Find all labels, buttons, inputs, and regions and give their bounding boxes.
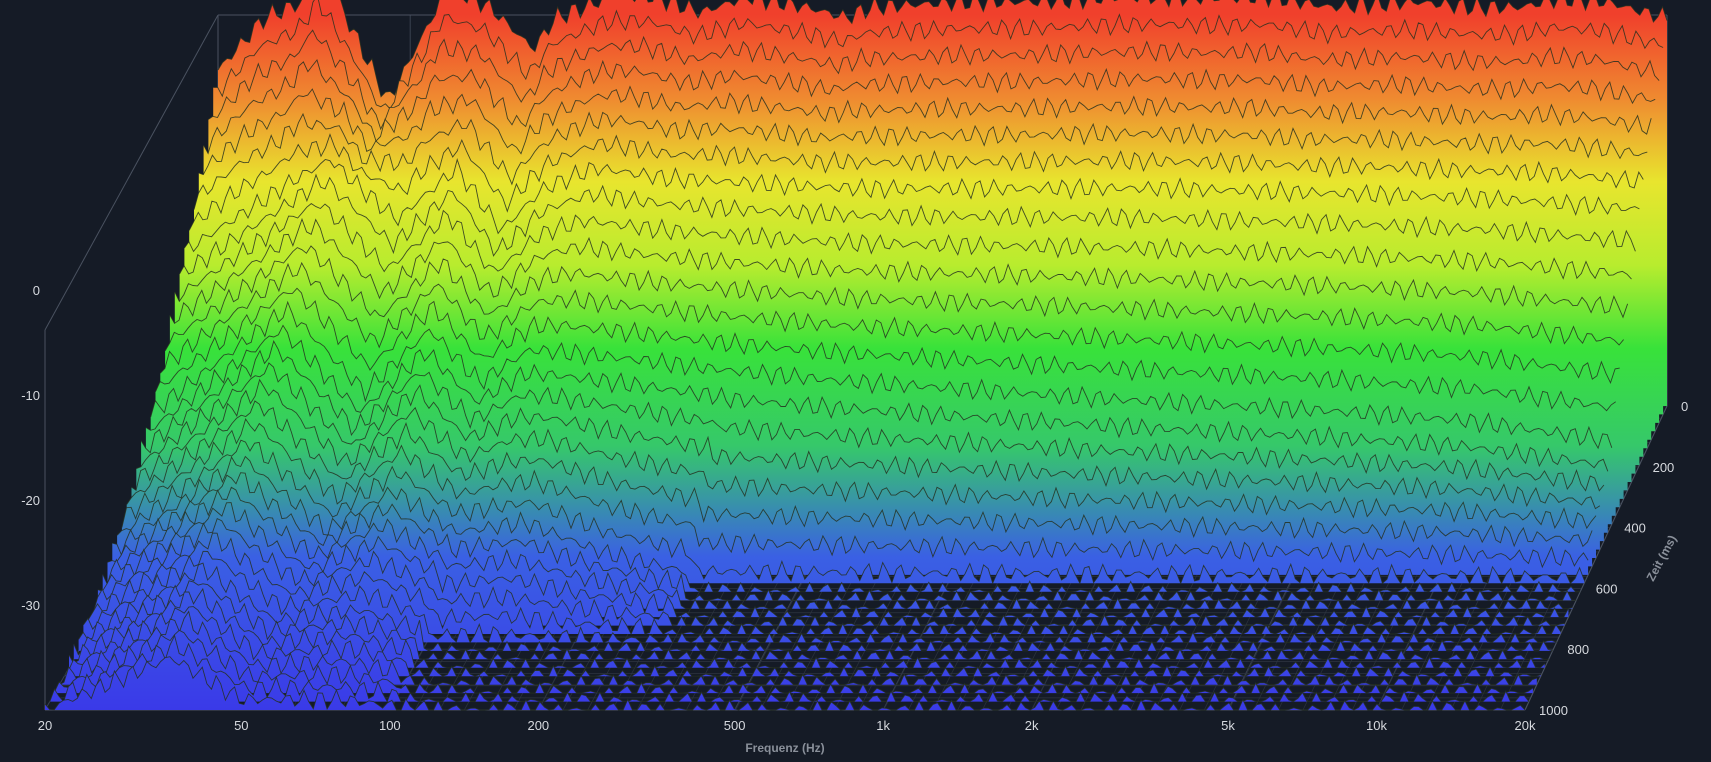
waterfall-slice-line <box>179 173 1636 275</box>
waterfall-slice-line <box>208 29 1660 131</box>
waterfall-slice-line <box>116 439 1585 585</box>
x-tick-label: 10k <box>1366 718 1387 733</box>
waterfall-slice-line <box>73 580 1549 660</box>
waterfall-slice-line <box>59 610 1537 686</box>
z-tick-label: 800 <box>1567 642 1589 657</box>
z-tick-label: 1000 <box>1539 703 1568 718</box>
waterfall-slice <box>102 487 1573 609</box>
z-tick-label: 600 <box>1596 581 1618 596</box>
waterfall-slice-line <box>203 59 1656 155</box>
x-tick-label: 100 <box>379 718 401 733</box>
x-tick-label: 1k <box>876 718 890 733</box>
waterfall-slice-line <box>164 245 1624 352</box>
waterfall-slice-line <box>102 486 1573 610</box>
waterfall-slice-line <box>83 550 1557 644</box>
x-tick-label: 2k <box>1025 718 1039 733</box>
waterfall-slice <box>45 656 1525 710</box>
waterfall-slice-line <box>184 158 1640 253</box>
waterfall-slice-line <box>155 287 1616 412</box>
waterfall-slice-line <box>145 324 1609 472</box>
waterfall-surface <box>44 0 1668 711</box>
waterfall-slice-line <box>87 532 1561 636</box>
z-tick-label: 200 <box>1653 460 1675 475</box>
x-tick-label: 200 <box>527 718 549 733</box>
waterfall-slice-line <box>213 0 1664 110</box>
y-tick-label: -10 <box>21 388 40 403</box>
z-axis-title: Zeit (ms) <box>1644 533 1680 584</box>
waterfall-slice-line <box>198 85 1652 176</box>
x-axis-title: Frequenz (Hz) <box>745 741 824 755</box>
waterfall-slice-line <box>112 455 1581 593</box>
waterfall-slice-line <box>78 562 1553 652</box>
waterfall-slice-line <box>188 133 1644 231</box>
waterfall-slice-line <box>44 656 1526 711</box>
waterfall-slice-line <box>49 634 1530 703</box>
waterfall-slice-line <box>126 400 1593 548</box>
x-tick-label: 500 <box>724 718 746 733</box>
waterfall-slice-line <box>54 629 1534 694</box>
waterfall-slice-line <box>107 472 1577 601</box>
waterfall-slice-line <box>174 203 1632 303</box>
waterfall-slice-line <box>217 0 1668 98</box>
waterfall-slice-line <box>169 217 1629 325</box>
waterfall-slice-line <box>68 587 1545 669</box>
x-tick-label: 50 <box>234 718 248 733</box>
y-tick-label: 0 <box>33 283 40 298</box>
waterfall-slice <box>97 502 1569 618</box>
waterfall-slice-line <box>121 417 1589 569</box>
waterfall-slice <box>93 518 1565 626</box>
waterfall-slice-line <box>150 300 1613 450</box>
waterfall-slice-line <box>193 111 1648 210</box>
waterfall-slice-line <box>159 261 1620 385</box>
x-tick-label: 20k <box>1515 718 1536 733</box>
y-tick-label: -20 <box>21 493 40 508</box>
waterfall-slice-line <box>97 502 1569 618</box>
y-tick-label: -30 <box>21 598 40 613</box>
z-tick-label: 0 <box>1681 399 1688 414</box>
waterfall-slice-line <box>136 362 1601 510</box>
waterfall-slice-line <box>131 378 1597 530</box>
x-tick-label: 5k <box>1221 718 1235 733</box>
z-tick-label: 400 <box>1624 521 1646 536</box>
waterfall-slice-line <box>140 340 1605 492</box>
x-tick-label: 20 <box>38 718 52 733</box>
waterfall-slice-line <box>92 517 1565 627</box>
